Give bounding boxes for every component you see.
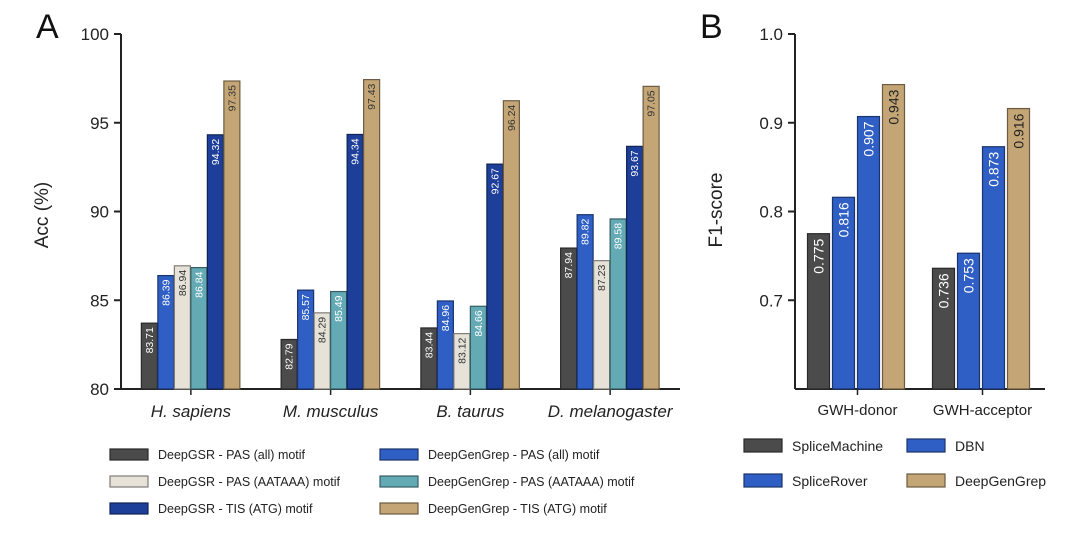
legend-swatch-b xyxy=(743,438,783,453)
data-label-a: 97.05 xyxy=(646,90,658,116)
data-label-b: 0.736 xyxy=(936,273,952,308)
data-label-a: 94.34 xyxy=(350,138,362,164)
legend-label-a: DeepGenGrep - PAS (AATAAA) motif xyxy=(428,475,635,489)
legend-label-a: DeepGSR - PAS (all) motif xyxy=(158,448,306,462)
data-label-a: 82.79 xyxy=(284,343,296,369)
data-label-a: 86.84 xyxy=(193,271,205,297)
bar-a xyxy=(502,100,520,390)
y-tick-label-a: 90 xyxy=(90,203,109,222)
y-tick-label-a: 85 xyxy=(90,291,109,310)
y-axis-label-b: F1-score xyxy=(706,173,727,248)
legend-swatch-a xyxy=(379,475,419,488)
bar-b xyxy=(856,115,881,390)
y-tick-label-a: 95 xyxy=(90,114,109,133)
bar-b xyxy=(881,83,906,390)
bar-a xyxy=(642,85,660,390)
bar-a xyxy=(206,134,224,390)
data-label-a: 96.24 xyxy=(506,105,518,131)
legend-swatch-a xyxy=(379,448,419,461)
data-label-a: 87.23 xyxy=(596,265,608,291)
chart-a: 80 85 90 95 100 H. sapiens 83.71 86.39 86.94 86.8… xyxy=(81,25,680,421)
legend-label-b: DeepGenGrep xyxy=(955,473,1046,489)
legend-swatch-a xyxy=(379,502,419,515)
bar-b xyxy=(831,196,856,390)
data-label-a: 83.71 xyxy=(144,327,156,353)
legend-swatch-a xyxy=(109,502,149,515)
data-label-b: 0.775 xyxy=(811,238,827,273)
bar-b xyxy=(806,233,831,390)
legend-label-b: SpliceRover xyxy=(792,473,868,489)
category-label-a: M. musculus xyxy=(283,402,379,421)
legend-b: SpliceMachine SpliceRover DBN DeepGenGrep xyxy=(743,438,1046,489)
data-label-b: 0.753 xyxy=(961,258,977,293)
category-label-a: H. sapiens xyxy=(151,402,232,421)
bar-a xyxy=(363,79,381,390)
y-tick-label-b: 0.9 xyxy=(759,114,783,133)
data-label-a: 85.57 xyxy=(300,294,312,320)
data-label-a: 87.94 xyxy=(563,252,575,278)
legend-label-b: SpliceMachine xyxy=(792,438,883,454)
data-label-b: 0.943 xyxy=(886,89,902,124)
bar-a xyxy=(346,133,364,390)
data-label-a: 97.35 xyxy=(226,85,238,111)
data-label-a: 97.43 xyxy=(366,83,378,109)
data-label-a: 89.58 xyxy=(613,223,625,249)
panel-label-a: A xyxy=(36,8,59,46)
y-tick-label-b: 0.7 xyxy=(759,291,783,310)
data-label-a: 86.94 xyxy=(177,270,189,296)
legend-label-a: DeepGSR - PAS (AATAAA) motif xyxy=(158,475,341,489)
legend-label-a: DeepGenGrep - TIS (ATG) motif xyxy=(428,502,607,516)
data-label-a: 84.96 xyxy=(440,305,452,331)
category-label-b: GWH-acceptor xyxy=(933,402,1032,419)
legend-label-a: DeepGSR - TIS (ATG) motif xyxy=(158,502,313,516)
category-label-a: D. melanogaster xyxy=(548,402,674,421)
data-label-a: 84.29 xyxy=(317,317,329,343)
legend-swatch-b xyxy=(906,438,946,453)
legend-swatch-a xyxy=(109,448,149,461)
data-label-a: 89.82 xyxy=(580,219,592,245)
data-label-a: 83.44 xyxy=(423,332,435,358)
data-label-a: 85.49 xyxy=(333,295,345,321)
data-label-a: 86.39 xyxy=(160,279,172,305)
data-label-b: 0.907 xyxy=(861,121,877,156)
legend-label-a: DeepGenGrep - PAS (all) motif xyxy=(428,448,600,462)
y-axis-label-a: Acc (%) xyxy=(32,182,53,249)
chart-b: 0.7 0.8 0.9 1.0 GWH-donor 0.775 0.816 0.907 0.94… xyxy=(759,25,1045,419)
legend-label-b: DBN xyxy=(955,438,985,454)
y-tick-label-b: 0.8 xyxy=(759,203,783,222)
bar-a xyxy=(223,80,241,390)
bar-b xyxy=(931,267,956,390)
data-label-b: 0.873 xyxy=(986,152,1002,187)
data-label-a: 93.67 xyxy=(629,150,641,176)
legend-a: DeepGSR - PAS (all) motif DeepGSR - PAS (… xyxy=(109,448,635,516)
data-label-a: 92.67 xyxy=(489,168,501,194)
y-tick-label-b: 1.0 xyxy=(759,25,783,44)
bar-a xyxy=(626,145,644,390)
bar-a xyxy=(486,163,504,390)
bar-b xyxy=(1006,107,1031,390)
data-label-a: 84.66 xyxy=(473,310,485,336)
data-label-b: 0.816 xyxy=(836,202,852,237)
legend-swatch-a xyxy=(109,475,149,488)
bar-b xyxy=(981,146,1006,390)
data-label-b: 0.916 xyxy=(1011,113,1027,148)
data-label-a: 94.32 xyxy=(210,139,222,165)
y-tick-label-a: 100 xyxy=(81,25,109,44)
legend-swatch-b xyxy=(906,473,946,488)
category-label-b: GWH-donor xyxy=(817,402,897,419)
panel-label-b: B xyxy=(700,8,723,46)
category-label-a: B. taurus xyxy=(436,402,505,421)
legend-swatch-b xyxy=(743,473,783,488)
y-tick-label-a: 80 xyxy=(90,380,109,399)
data-label-a: 83.12 xyxy=(456,337,468,363)
bar-b xyxy=(956,252,981,390)
